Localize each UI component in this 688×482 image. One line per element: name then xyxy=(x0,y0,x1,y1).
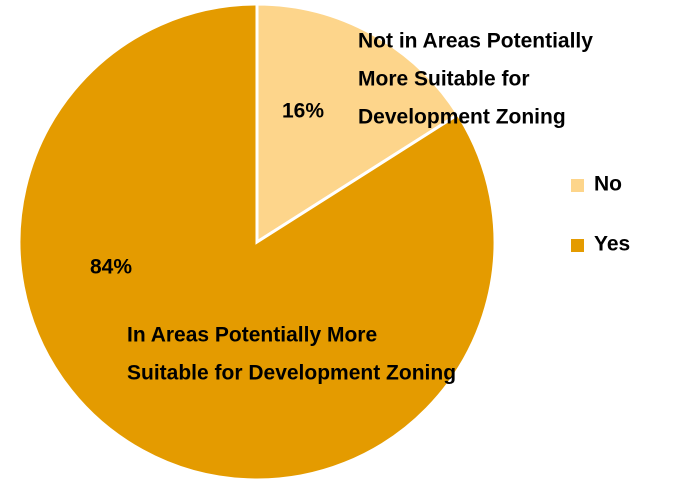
legend-label: No xyxy=(594,173,622,196)
annotation: More Suitable for xyxy=(358,68,530,91)
data-label: 16% xyxy=(282,100,324,123)
pie-slice xyxy=(255,2,461,245)
legend-swatch xyxy=(571,179,584,192)
pie-slice xyxy=(17,2,497,482)
annotation: In Areas Potentially More xyxy=(127,324,377,347)
annotation: Development Zoning xyxy=(358,106,566,129)
annotation: Suitable for Development Zoning xyxy=(127,362,456,385)
legend-swatch xyxy=(571,239,584,252)
data-label: 84% xyxy=(90,256,132,279)
legend-label: Yes xyxy=(594,233,630,256)
annotation: Not in Areas Potentially xyxy=(358,30,593,53)
